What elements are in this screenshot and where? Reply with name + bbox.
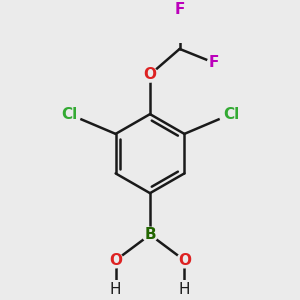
Circle shape (219, 103, 243, 126)
Text: O: O (143, 67, 157, 82)
Text: O: O (178, 253, 191, 268)
Circle shape (142, 67, 158, 82)
Circle shape (177, 253, 192, 268)
Text: H: H (178, 283, 190, 298)
Circle shape (207, 56, 221, 69)
Circle shape (110, 284, 122, 296)
Circle shape (108, 253, 123, 268)
Circle shape (173, 3, 186, 16)
Circle shape (142, 227, 158, 242)
Text: Cl: Cl (223, 106, 239, 122)
Text: Cl: Cl (61, 106, 77, 122)
Text: O: O (109, 253, 122, 268)
Circle shape (57, 103, 81, 126)
Text: F: F (209, 55, 219, 70)
Text: F: F (174, 2, 185, 17)
Circle shape (178, 284, 190, 296)
Text: B: B (144, 227, 156, 242)
Text: H: H (110, 283, 122, 298)
